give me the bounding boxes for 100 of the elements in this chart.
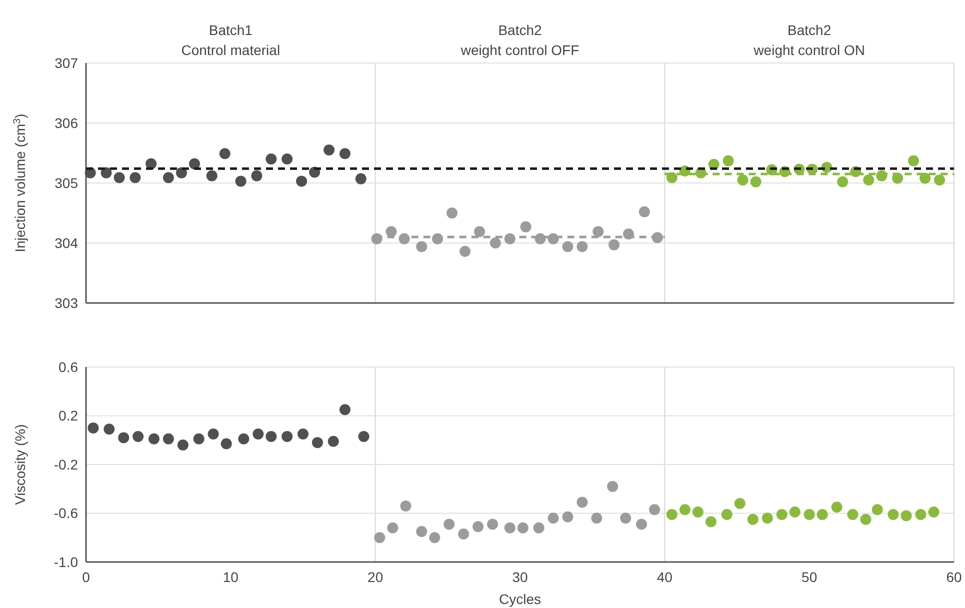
y-tick-label: 307 <box>54 54 78 71</box>
text: Batch1 Control material <box>181 22 280 58</box>
point <box>429 532 440 544</box>
point <box>607 480 618 492</box>
point <box>474 226 485 238</box>
x-tick-label: 40 <box>656 569 673 585</box>
point <box>863 174 874 186</box>
point <box>206 170 218 182</box>
y-tick-label: 305 <box>54 174 78 191</box>
point <box>312 437 323 448</box>
point <box>915 508 926 520</box>
x-tick-label: 0 <box>82 569 90 585</box>
x-tick-label: 20 <box>368 569 384 585</box>
x-tick-label: 10 <box>222 569 239 585</box>
point <box>837 176 848 188</box>
point <box>114 172 125 184</box>
point <box>220 438 232 450</box>
point <box>789 506 800 518</box>
point <box>734 498 746 509</box>
point <box>721 508 732 520</box>
point <box>472 521 484 532</box>
point <box>750 176 762 188</box>
point <box>831 502 842 513</box>
point <box>296 176 308 187</box>
point <box>692 506 704 518</box>
point <box>888 508 899 520</box>
point <box>608 239 620 250</box>
y-tick-label: -0.2 <box>54 456 78 472</box>
point <box>446 208 458 218</box>
point <box>649 504 660 516</box>
point <box>576 496 588 508</box>
text: Batch2 weight control OFF <box>460 22 580 58</box>
point <box>520 221 532 232</box>
point <box>533 522 544 534</box>
point <box>235 176 246 187</box>
point <box>638 206 650 218</box>
point <box>298 428 308 440</box>
point <box>504 522 516 534</box>
point <box>162 172 174 184</box>
point <box>934 174 946 186</box>
y-axis-title: Viscosity (%) <box>12 424 28 505</box>
point <box>88 422 99 434</box>
point <box>620 512 632 524</box>
y-tick-label: 303 <box>54 294 78 311</box>
point <box>920 172 931 184</box>
point <box>548 512 559 524</box>
point <box>517 522 528 534</box>
point <box>252 428 264 440</box>
point <box>266 154 277 164</box>
y-tick-label: 0.2 <box>58 408 78 424</box>
point <box>762 512 773 524</box>
point <box>416 526 428 538</box>
point <box>458 528 470 540</box>
point <box>387 522 398 534</box>
point <box>130 172 141 184</box>
point <box>162 433 174 444</box>
point <box>776 508 788 520</box>
point <box>339 404 350 416</box>
point <box>816 508 828 520</box>
point <box>804 508 815 520</box>
point <box>928 506 940 518</box>
point <box>266 430 277 442</box>
point <box>219 148 230 160</box>
point <box>339 148 350 160</box>
point <box>100 167 112 178</box>
point <box>177 440 188 450</box>
point <box>460 246 471 257</box>
point <box>189 158 200 170</box>
point <box>705 516 716 528</box>
point <box>416 241 428 252</box>
point <box>118 432 130 444</box>
point <box>487 518 498 530</box>
point <box>358 430 370 442</box>
y-tick-label: 304 <box>54 234 78 251</box>
x-axis-title: Cycles <box>498 591 542 607</box>
point <box>324 144 335 156</box>
y-tick-label: -0.6 <box>54 505 78 522</box>
x-tick-label: 30 <box>512 569 528 585</box>
x-tick-label: 60 <box>946 569 962 585</box>
point <box>282 154 293 164</box>
point <box>251 170 262 182</box>
point <box>444 518 455 530</box>
point <box>636 518 648 530</box>
point <box>176 167 187 178</box>
point <box>860 514 872 525</box>
point <box>238 433 250 444</box>
point <box>328 436 339 447</box>
point <box>722 155 734 166</box>
point <box>104 424 115 435</box>
point <box>908 155 919 166</box>
y-tick-label: 0.6 <box>58 358 78 375</box>
x-tick-label: 50 <box>802 569 818 585</box>
point <box>666 508 678 520</box>
point <box>900 510 912 522</box>
y-tick-label: 306 <box>54 114 78 131</box>
point <box>374 532 386 544</box>
point <box>847 508 858 520</box>
point <box>400 500 412 512</box>
point <box>208 428 219 440</box>
point <box>737 174 748 186</box>
